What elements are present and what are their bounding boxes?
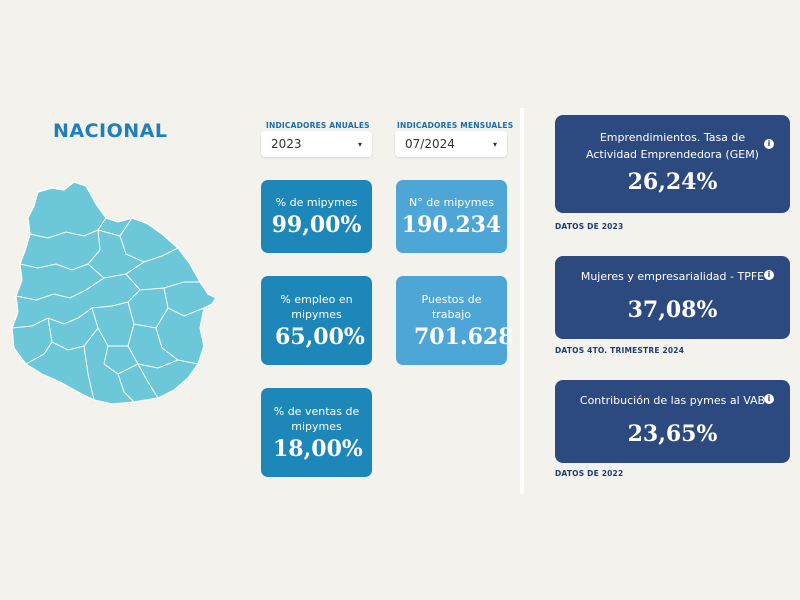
card-tpfe[interactable]: Mujeres y empresarialidad - TPFE i 37,08… bbox=[555, 256, 790, 339]
monthly-period-select[interactable]: 07/2024 ▾ bbox=[395, 131, 507, 157]
info-icon[interactable]: i bbox=[764, 270, 774, 280]
tile-pct-ventas[interactable]: % de ventas de mipymes 18,00% bbox=[261, 388, 372, 477]
card-value: 26,24% bbox=[627, 169, 718, 195]
chevron-down-icon: ▾ bbox=[492, 139, 497, 149]
monthly-indicators-label: INDICADORES MENSUALES bbox=[397, 121, 514, 130]
card-vab[interactable]: Contribución de las pymes al VAB i 23,65… bbox=[555, 380, 790, 463]
tile-value: 65,00% bbox=[275, 323, 365, 350]
tile-value: 99,00% bbox=[271, 212, 362, 238]
annual-indicators-label: INDICADORES ANUALES bbox=[266, 121, 370, 130]
info-icon[interactable]: i bbox=[764, 394, 774, 404]
tile-pct-empleo[interactable]: % empleo en mipymes 65,00% bbox=[261, 276, 372, 365]
monthly-period-value: 07/2024 bbox=[405, 137, 455, 151]
tile-label: Puestos de trabajo bbox=[421, 292, 482, 321]
tile-value: 18,00% bbox=[273, 435, 363, 462]
card-title: Emprendimientos. Tasa de Actividad Empre… bbox=[586, 131, 759, 161]
card-tea-gem[interactable]: Emprendimientos. Tasa de Actividad Empre… bbox=[555, 115, 790, 213]
card-value: 23,65% bbox=[627, 421, 718, 447]
tile-num-mipymes[interactable]: N° de mipymes 190.234 bbox=[396, 180, 507, 253]
card-date: DATOS DE 2023 bbox=[555, 222, 624, 231]
tile-value: 701.628 bbox=[414, 323, 514, 350]
tile-label: % de ventas de mipymes bbox=[273, 404, 360, 433]
map-outline[interactable] bbox=[11, 181, 217, 405]
chevron-down-icon: ▾ bbox=[357, 139, 362, 149]
region-title: NACIONAL bbox=[53, 120, 168, 142]
card-date: DATOS DE 2022 bbox=[555, 469, 624, 478]
annual-year-value: 2023 bbox=[271, 137, 302, 151]
tile-label: % empleo en mipymes bbox=[280, 292, 353, 321]
tile-pct-mipymes[interactable]: % de mipymes 99,00% bbox=[261, 180, 372, 253]
card-date: DATOS 4TO. TRIMESTRE 2024 bbox=[555, 346, 685, 355]
vertical-divider bbox=[520, 108, 524, 494]
tile-puestos-trabajo[interactable]: Puestos de trabajo 701.628 bbox=[396, 276, 514, 365]
annual-year-select[interactable]: 2023 ▾ bbox=[261, 131, 372, 157]
uruguay-map[interactable] bbox=[8, 178, 220, 410]
info-icon[interactable]: i bbox=[764, 139, 774, 149]
department-borders bbox=[11, 217, 205, 403]
card-title: Mujeres y empresarialidad - TPFE bbox=[580, 270, 765, 283]
tile-value: 190.234 bbox=[401, 212, 502, 238]
tile-label: N° de mipymes bbox=[409, 196, 494, 209]
card-value: 37,08% bbox=[627, 297, 718, 323]
card-title: Contribución de las pymes al VAB bbox=[579, 394, 766, 407]
tile-label: % de mipymes bbox=[275, 196, 358, 209]
